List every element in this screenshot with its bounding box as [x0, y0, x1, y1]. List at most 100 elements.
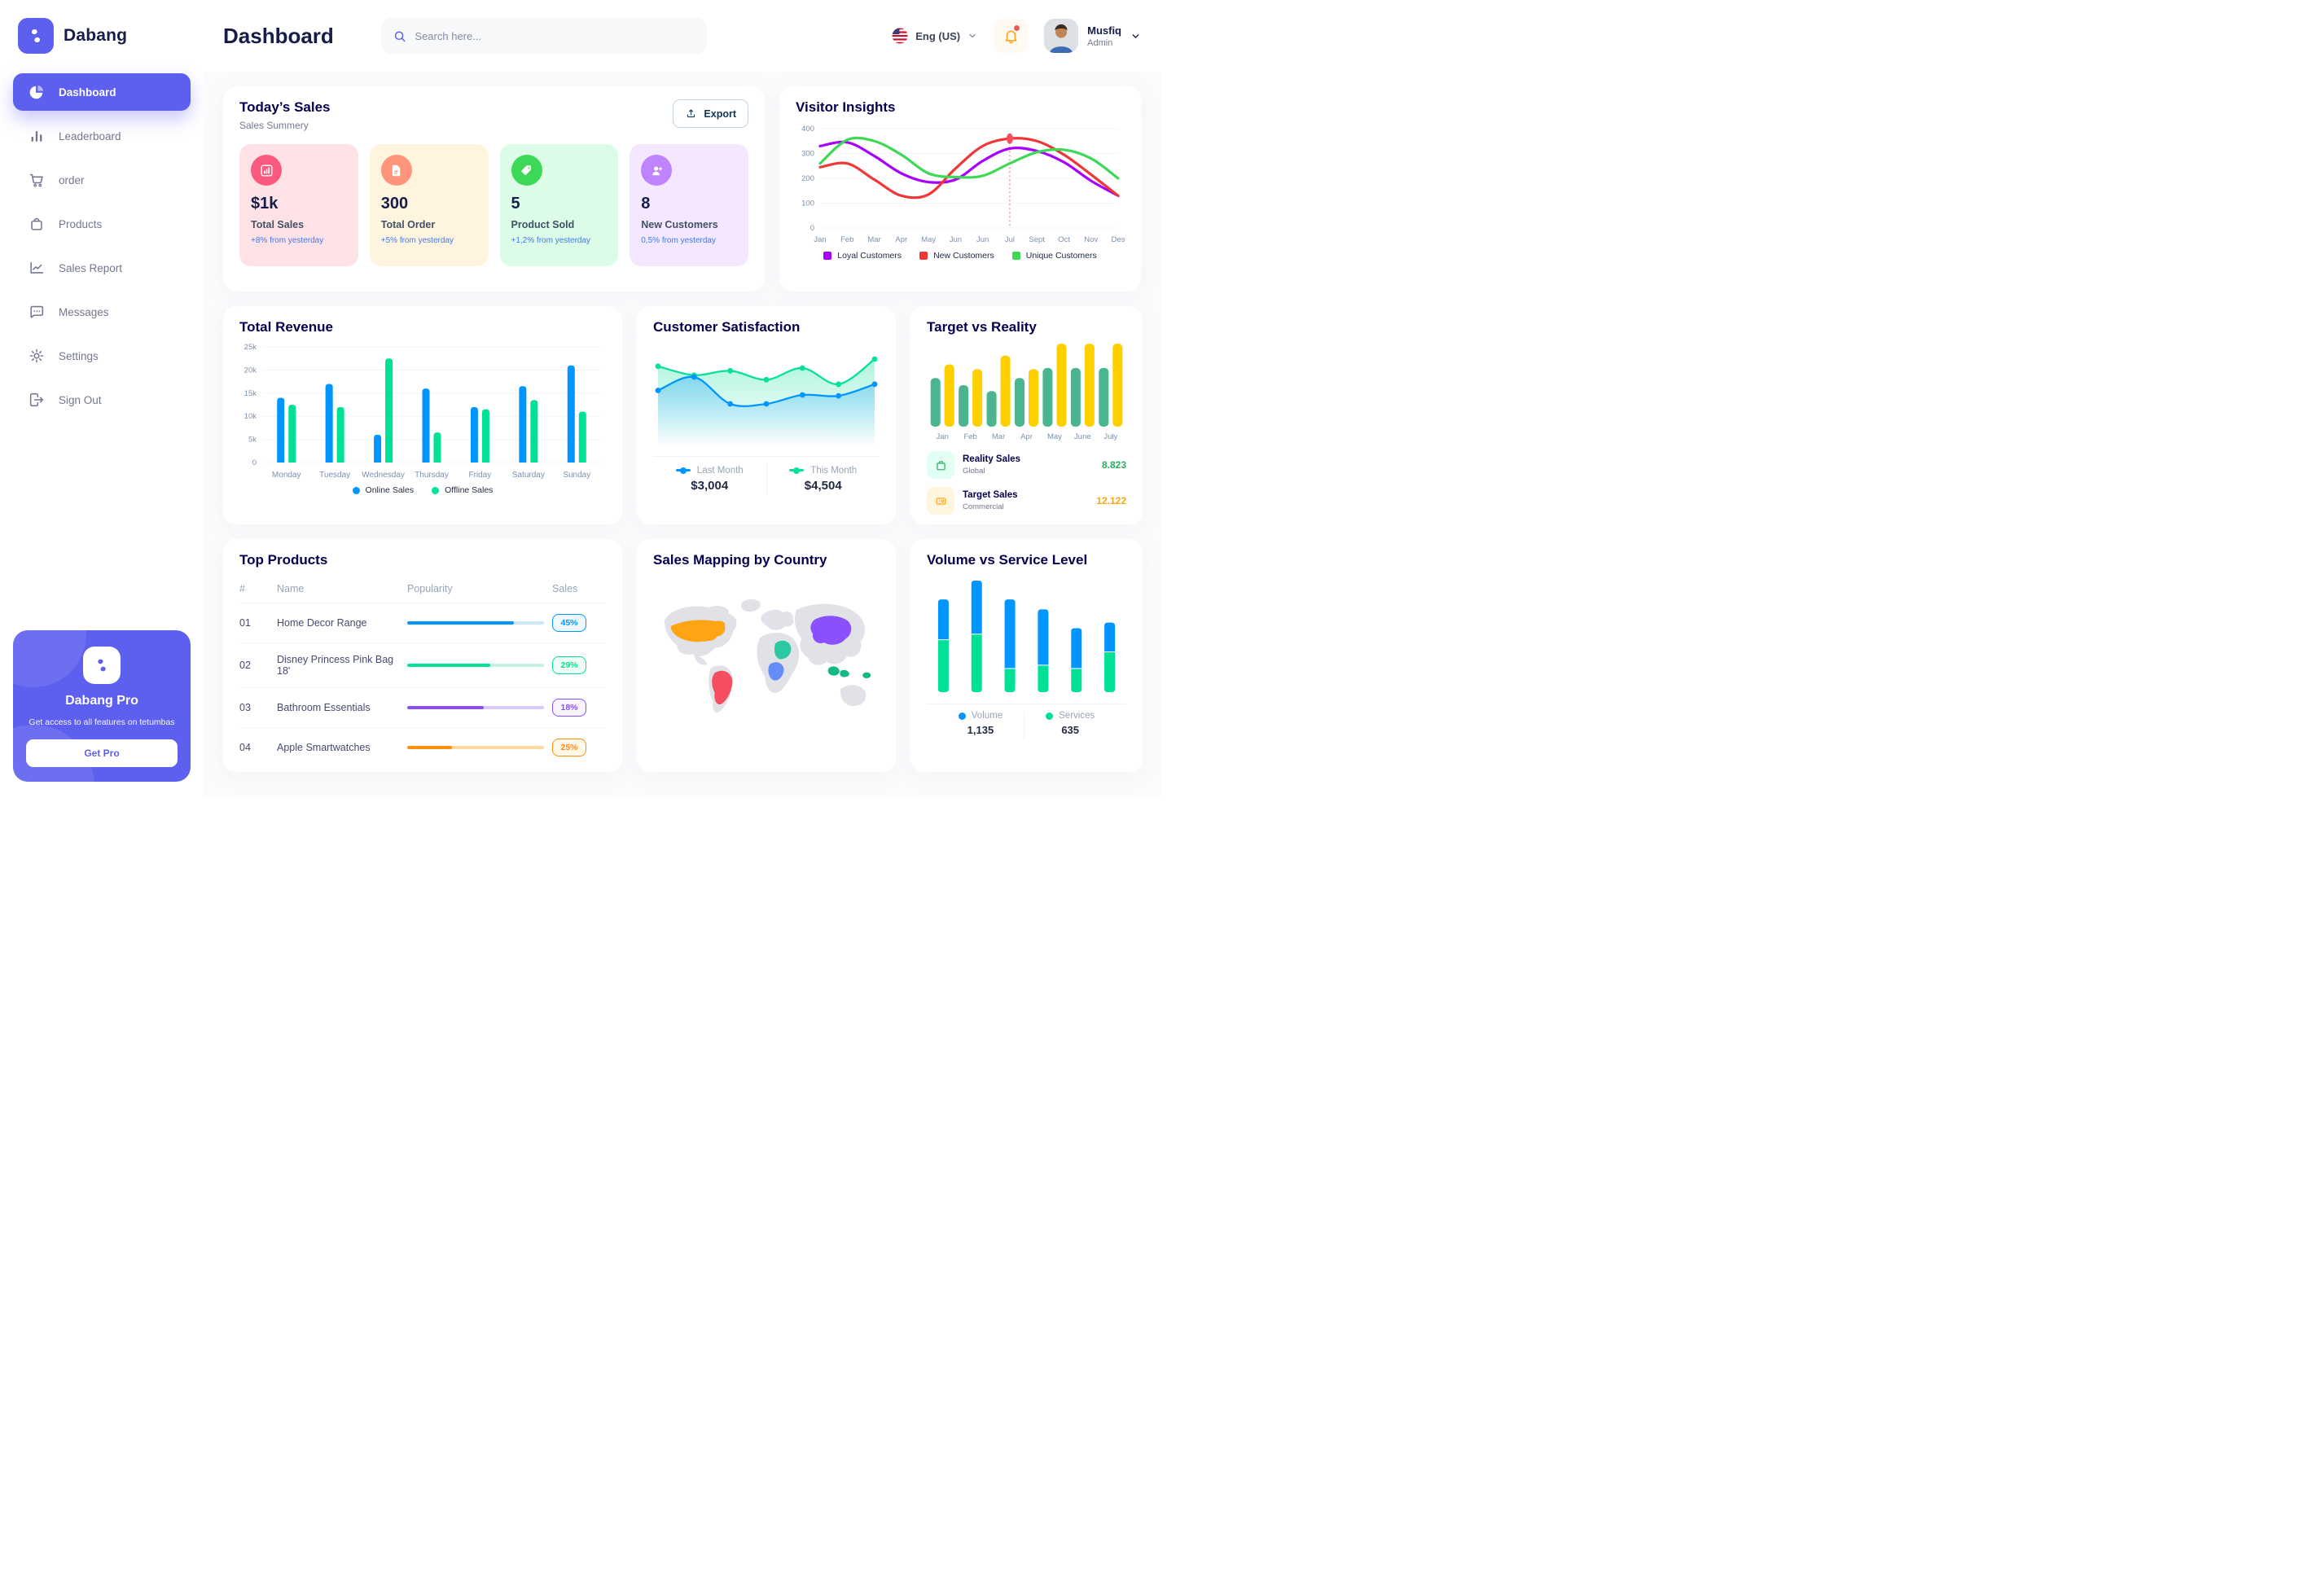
country-usa — [670, 620, 726, 642]
metric-value: $1k — [251, 195, 279, 213]
product-rank: 02 — [239, 660, 251, 671]
main-area: Dashboard — [204, 0, 1160, 798]
legend-item: Loyal Customers — [823, 251, 902, 261]
pro-promo-card: Dabang Pro Get access to all features on… — [13, 629, 191, 782]
metric-label: Product Sold — [511, 219, 575, 230]
promo-decor — [13, 629, 86, 687]
avatar — [1044, 19, 1079, 53]
export-button[interactable]: Export — [673, 99, 748, 128]
cart-icon — [29, 173, 43, 187]
total-revenue-card: Total Revenue 0 5k 10k 15k 20k 25k Monday Tuesd… — [223, 306, 622, 524]
volume-service-chart — [927, 577, 1126, 695]
legend-item: Services 635 — [1046, 711, 1095, 736]
svg-text:Oct: Oct — [1058, 235, 1070, 244]
search-icon — [394, 30, 406, 42]
legend-value: 635 — [1061, 724, 1080, 736]
metric-delta: 0,5% from yesterday — [641, 236, 716, 245]
legend-item: Online Sales — [352, 485, 414, 495]
bar-chart-icon — [31, 131, 42, 142]
sidebar-item-messages[interactable]: Messages — [13, 293, 191, 331]
customer-satisfaction-card: Customer Satisfaction Last Month $3,004 Th… — [637, 306, 896, 524]
chart-icon — [251, 155, 282, 186]
legend-label: Unique Customers — [1025, 251, 1097, 261]
legend-item: New Customers — [919, 251, 994, 261]
metric-label: New Customers — [641, 219, 718, 230]
top-products-title: Top Products — [239, 552, 328, 568]
svg-text:Jan: Jan — [814, 235, 826, 244]
get-pro-button[interactable]: Get Pro — [26, 739, 178, 767]
metric-value: 5 — [511, 195, 520, 213]
metric-value: 300 — [380, 195, 409, 213]
metric-label: Total Order — [380, 219, 436, 230]
sidebar: Dabang Dashboard Leaderboard order Products… — [0, 0, 204, 798]
popularity-fill — [407, 664, 491, 667]
sidebar-item-settings[interactable]: Settings — [13, 337, 191, 375]
header-right: Eng (US) — [892, 19, 1141, 53]
pie-chart-icon — [28, 83, 46, 101]
promo-title: Dabang Pro — [65, 693, 138, 708]
top-products-rows: 01 Home Decor Range 45% 02 Disney Princess P… — [239, 603, 606, 767]
search-bar — [380, 18, 707, 54]
legend-label: Offline Sales — [445, 485, 494, 495]
country-brazil — [712, 670, 733, 705]
svg-text:Wednesday: Wednesday — [362, 471, 405, 480]
gear-icon — [29, 349, 44, 363]
target-vs-reality-card: Target vs Reality Jan Feb Mar Apr May June Jul… — [910, 306, 1143, 524]
notifications-button[interactable] — [994, 19, 1029, 53]
svg-text:Saturday: Saturday — [512, 471, 545, 480]
bar-chart-icon — [28, 127, 46, 145]
total-revenue-chart: 0 5k 10k 15k 20k 25k Monday Tuesday Wednesday Thu… — [239, 342, 606, 482]
metric-value: 8 — [641, 195, 651, 213]
sign-out-icon — [29, 392, 44, 407]
search-input[interactable] — [415, 29, 695, 42]
sign-out-icon — [28, 391, 46, 409]
legend-dot — [1046, 712, 1054, 720]
sidebar-item-products[interactable]: Products — [13, 205, 191, 243]
legend-dot — [352, 486, 360, 494]
language-label: Eng (US) — [915, 29, 961, 42]
product-rank: 04 — [239, 742, 251, 753]
export-label: Export — [704, 107, 736, 120]
visitor-insights-title: Visitor Insights — [796, 99, 896, 115]
world-map — [664, 599, 871, 713]
svg-text:Monday: Monday — [272, 471, 301, 480]
visitor-insights-chart: 0 100 200 300 400 Jan Feb Mar Apr May Jun Jun Jul Sep… — [796, 121, 1125, 248]
legend-value: 12.122 — [1096, 495, 1126, 506]
todays-sales-title: Today’s Sales — [239, 99, 331, 115]
sidebar-item-order[interactable]: order — [13, 161, 191, 199]
sidebar-item-label: Leaderboard — [59, 129, 121, 142]
sales-summary-card-new-customers: 8 New Customers 0,5% from yesterday — [630, 144, 748, 266]
svg-text:10k: 10k — [244, 412, 257, 421]
legend-value: 8.823 — [1101, 459, 1126, 471]
sidebar-item-sign-out[interactable]: Sign Out — [13, 381, 191, 419]
sidebar-item-sales-report[interactable]: Sales Report — [13, 249, 191, 287]
tag-icon — [511, 155, 542, 186]
pie-chart-icon — [29, 85, 44, 99]
metric-delta: +1,2% from yesterday — [511, 236, 591, 245]
legend-label: Reality Sales — [963, 454, 1020, 464]
sales-mapping-card: Sales Mapping by Country — [637, 539, 896, 772]
legend-value: $4,504 — [804, 478, 842, 493]
gear-icon — [28, 347, 46, 365]
top-products-card: Top Products # Name Popularity Sales 01 H… — [223, 539, 622, 772]
svg-text:Jan: Jan — [937, 432, 949, 441]
sidebar-item-label: order — [59, 173, 85, 186]
product-rank: 01 — [239, 617, 251, 629]
sidebar-item-label: Sales Report — [59, 261, 123, 274]
user-menu[interactable]: Musfiq Admin — [1044, 19, 1141, 53]
landmass-australia — [840, 685, 867, 707]
svg-text:5k: 5k — [248, 436, 257, 445]
sidebar-item-label: Messages — [59, 305, 109, 318]
divider — [653, 456, 880, 457]
svg-text:May: May — [1047, 432, 1062, 441]
sidebar-item-leaderboard[interactable]: Leaderboard — [13, 117, 191, 155]
legend-swatch — [919, 252, 928, 260]
legend-sublabel: Commercial — [963, 502, 1004, 511]
sidebar-item-dashboard[interactable]: Dashboard — [13, 73, 191, 111]
legend-item-target-sales: Target Sales Commercial 12.122 — [927, 487, 1126, 515]
svg-text:Nov: Nov — [1084, 235, 1098, 244]
language-selector[interactable]: Eng (US) — [892, 28, 977, 44]
svg-text:Friday: Friday — [469, 471, 492, 480]
bag-icon — [927, 451, 954, 479]
brand: Dabang — [13, 15, 191, 73]
